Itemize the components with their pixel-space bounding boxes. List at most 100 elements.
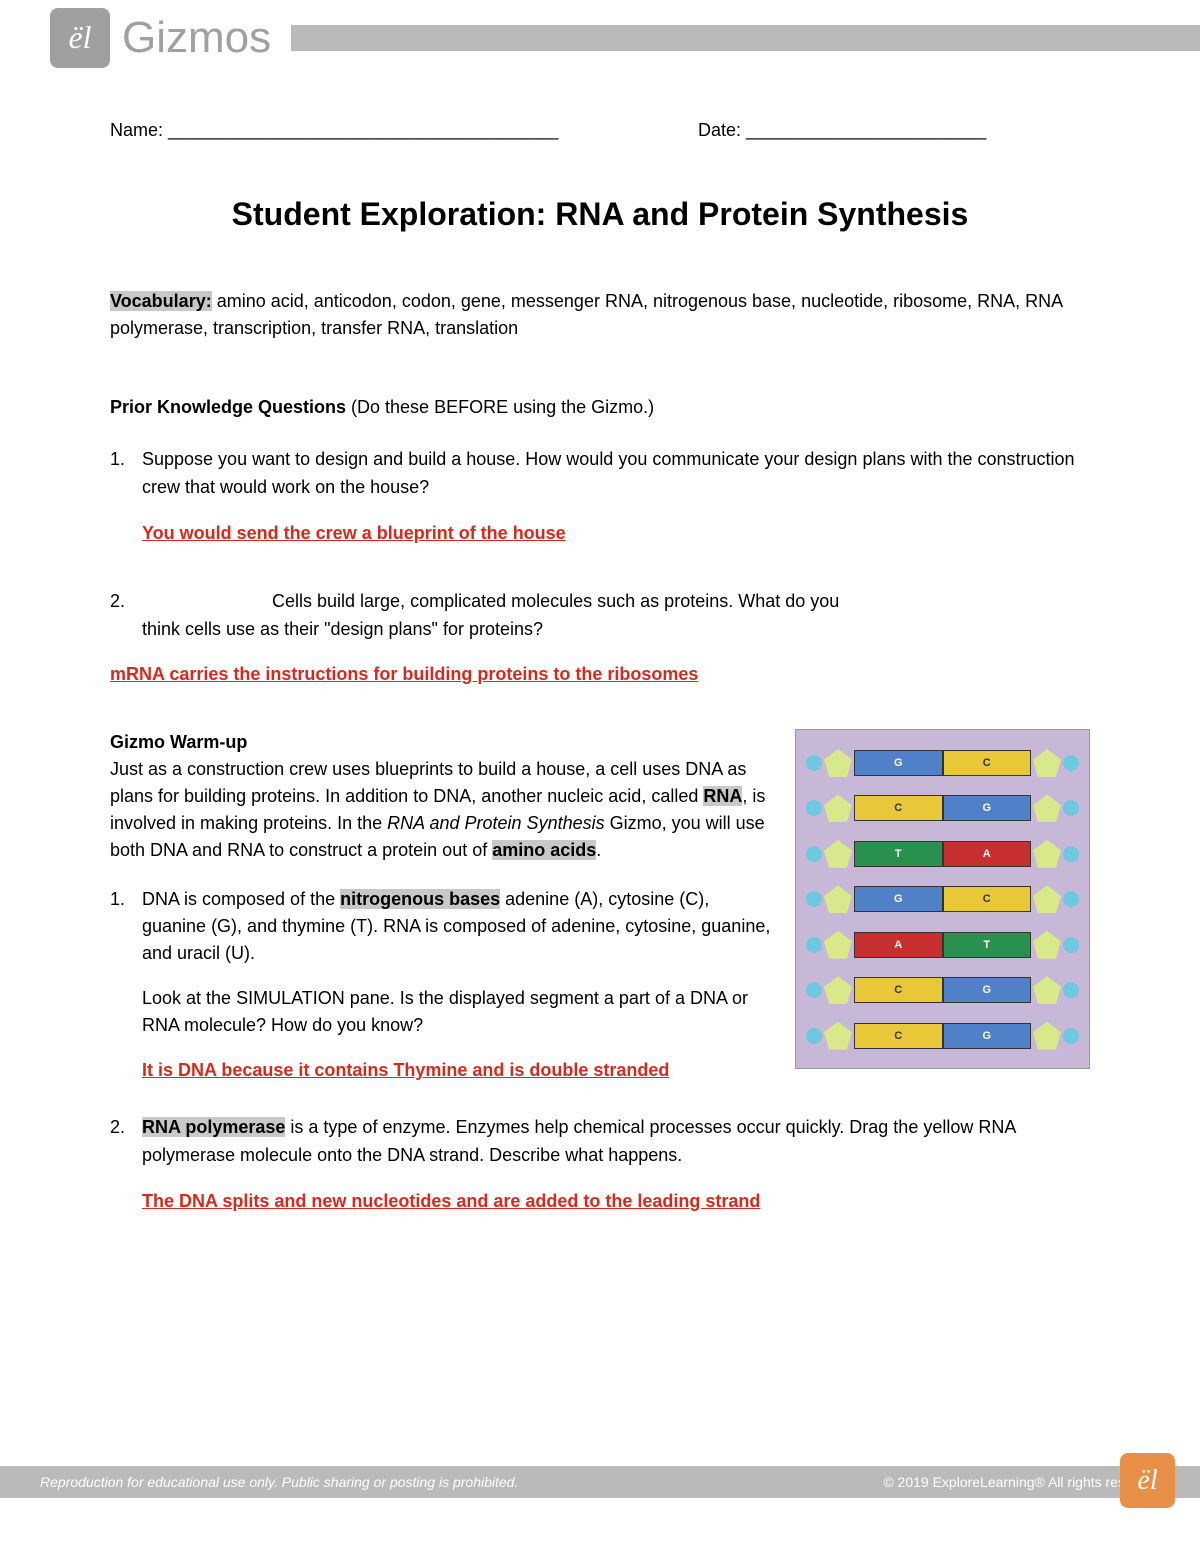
sugar-icon [1033,840,1061,868]
phosphate-icon [1063,937,1079,953]
base-pair: AT [854,932,1031,958]
date-field: Date: ________________________ [698,120,1090,141]
warmup-q2-num: 2. [110,1114,142,1170]
phosphate-icon [1063,846,1079,862]
sugar-icon [824,749,852,777]
sugar-icon [824,976,852,1004]
name-date-row: Name: __________________________________… [110,120,1090,141]
sugar-icon [824,794,852,822]
name-blank[interactable]: _______________________________________ [163,120,558,140]
warmup-q2-text: RNA polymerase is a type of enzyme. Enzy… [142,1114,1090,1170]
sugar-icon [1033,885,1061,913]
base-right: T [943,932,1032,958]
footer-bar: Reproduction for educational use only. P… [0,1466,1200,1498]
phosphate-icon [806,891,822,907]
dna-diagram: GCCGTAGCATCGCG [795,729,1090,1069]
base-right: C [943,750,1032,776]
phosphate-icon [806,1028,822,1044]
dna-rung: AT [804,925,1081,965]
sugar-icon [824,1022,852,1050]
base-left: C [854,1023,943,1049]
phosphate-icon [806,800,822,816]
footer-logo-icon: ël [1120,1453,1175,1508]
brand-logo-icon: ël [50,8,110,68]
page-title: Student Exploration: RNA and Protein Syn… [110,196,1090,233]
phosphate-icon [806,846,822,862]
phosphate-icon [1063,982,1079,998]
vocabulary-label: Vocabulary: [110,291,212,311]
q2-text-a: Cells build large, complicated molecules… [142,591,839,611]
base-right: C [943,886,1032,912]
base-right: A [943,841,1032,867]
warmup-italic: RNA and Protein Synthesis [387,813,604,833]
vocabulary-terms: amino acid, anticodon, codon, gene, mess… [110,291,1062,338]
warmup-paragraph: Just as a construction crew uses bluepri… [110,756,775,864]
name-field: Name: __________________________________… [110,120,698,141]
warmup-q1a: DNA is composed of the [142,889,340,909]
base-right: G [943,977,1032,1003]
phosphate-icon [806,982,822,998]
sugar-icon [1033,749,1061,777]
phosphate-icon [1063,891,1079,907]
prior-q1: 1. Suppose you want to design and build … [110,446,1090,548]
page-content: Name: __________________________________… [0,75,1200,1216]
base-left: T [854,841,943,867]
sugar-icon [1033,931,1061,959]
base-pair: GC [854,750,1031,776]
base-left: G [854,750,943,776]
dna-rung: GC [804,879,1081,919]
q2-text-b: think cells use as their "design plans" … [142,616,1090,644]
warmup-q1: 1. DNA is composed of the nitrogenous ba… [110,886,775,1039]
prior-heading-bold: Prior Knowledge Questions [110,397,346,417]
header-stripe [291,25,1200,51]
prior-knowledge-heading: Prior Knowledge Questions (Do these BEFO… [110,397,1090,418]
header-bar: ël Gizmos [0,0,1200,75]
base-right: G [943,1023,1032,1049]
date-blank[interactable]: ________________________ [741,120,986,140]
warmup-rna-hl: RNA [703,786,742,806]
sugar-icon [824,931,852,959]
warmup-p1d: . [596,840,601,860]
q1-answer: You would send the crew a blueprint of t… [142,520,1090,548]
q2-number: 2. [110,588,142,644]
base-pair: CG [854,1023,1031,1049]
base-pair: GC [854,886,1031,912]
base-left: A [854,932,943,958]
base-pair: TA [854,841,1031,867]
sugar-icon [824,840,852,868]
dna-rung: CG [804,970,1081,1010]
base-left: C [854,795,943,821]
warmup-q2-hl: RNA polymerase [142,1117,285,1137]
prior-q2: 2. Cells build large, complicated molecu… [110,588,1090,690]
q1-text: Suppose you want to design and build a h… [142,446,1090,502]
base-left: C [854,977,943,1003]
base-right: G [943,795,1032,821]
base-left: G [854,886,943,912]
q2-text: Cells build large, complicated molecules… [142,588,1090,644]
warmup-q2: 2. RNA polymerase is a type of enzyme. E… [110,1114,1090,1216]
brand-name: Gizmos [122,13,271,63]
warmup-q1-answer: It is DNA because it contains Thymine an… [142,1057,775,1084]
warmup-q1c: Look at the SIMULATION pane. Is the disp… [142,988,748,1035]
warmup-text-column: Gizmo Warm-up Just as a construction cre… [110,729,775,1084]
warmup-section: Gizmo Warm-up Just as a construction cre… [110,729,1090,1084]
warmup-heading: Gizmo Warm-up [110,729,775,756]
footer-left-text: Reproduction for educational use only. P… [40,1474,518,1490]
sugar-icon [1033,1022,1061,1050]
dna-rung: GC [804,743,1081,783]
vocabulary-section: Vocabulary: amino acid, anticodon, codon… [110,288,1090,342]
warmup-q2-answer: The DNA splits and new nucleotides and a… [142,1188,1090,1216]
phosphate-icon [1063,1028,1079,1044]
warmup-q1-num: 1. [110,886,142,1039]
warmup-p1a: Just as a construction crew uses bluepri… [110,759,746,806]
warmup-amino-hl: amino acids [492,840,596,860]
dna-rung: TA [804,834,1081,874]
q2-answer: mRNA carries the instructions for buildi… [110,661,1090,689]
base-pair: CG [854,977,1031,1003]
sugar-icon [824,885,852,913]
name-label: Name: [110,120,163,140]
q1-number: 1. [110,446,142,502]
dna-rung: CG [804,1016,1081,1056]
phosphate-icon [806,937,822,953]
dna-rung: CG [804,788,1081,828]
